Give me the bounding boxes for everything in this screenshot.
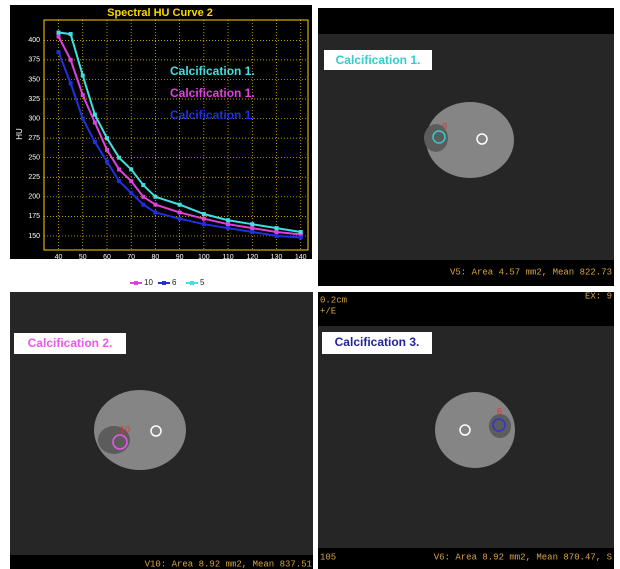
panel-label: Calcification 3. — [335, 335, 420, 349]
legend-label: 10 — [144, 278, 153, 287]
data-point — [250, 222, 254, 226]
data-point — [57, 31, 61, 35]
panel-label: Calcification 2. — [28, 336, 113, 350]
annotation: Calcification 1. — [170, 64, 255, 78]
data-point — [117, 156, 121, 160]
data-point — [69, 32, 73, 36]
data-point — [250, 230, 254, 234]
legend-swatch — [162, 281, 166, 285]
x-tick-label: 40 — [55, 254, 63, 261]
data-point — [299, 230, 303, 234]
data-point — [153, 195, 157, 199]
data-point — [105, 148, 109, 152]
x-tick-label: 140 — [295, 254, 307, 261]
y-tick-label: 250 — [28, 155, 40, 162]
overlay-text: 0.2cm — [320, 295, 347, 305]
legend-label: 5 — [200, 278, 205, 287]
data-point — [57, 34, 61, 38]
data-point — [202, 212, 206, 216]
data-point — [57, 50, 61, 54]
roi-id: 6 — [497, 406, 502, 416]
data-point — [93, 120, 97, 124]
roi-id: 10 — [120, 424, 130, 434]
data-point — [129, 179, 133, 183]
x-tick-label: 50 — [79, 254, 87, 261]
x-tick-label: 80 — [152, 254, 160, 261]
x-tick-label: 130 — [271, 254, 283, 261]
legend-swatch — [190, 281, 194, 285]
x-tick-label: 60 — [103, 254, 111, 261]
overlay-text: 105 — [320, 552, 336, 562]
x-tick-label: 70 — [127, 254, 135, 261]
legend-swatch — [134, 281, 138, 285]
data-point — [250, 226, 254, 230]
data-point — [299, 235, 303, 239]
x-tick-label: 100 — [198, 254, 210, 261]
data-point — [275, 230, 279, 234]
data-point — [226, 226, 230, 230]
annotation: Calcification 1. — [170, 108, 255, 122]
data-point — [141, 195, 145, 199]
data-point — [93, 140, 97, 144]
x-tick-label: 90 — [176, 254, 184, 261]
x-tick-label: 120 — [246, 254, 258, 261]
y-tick-label: 325 — [28, 96, 40, 103]
data-point — [117, 179, 121, 183]
roi-stats: V5: Area 4.57 mm2, Mean 822.73 — [450, 267, 612, 277]
figure: Spectral HU Curve 2 HU keV 150 175 200 225 2… — [0, 0, 620, 569]
data-point — [275, 226, 279, 230]
data-point — [81, 93, 85, 97]
x-tick-label: 110 — [222, 254, 233, 261]
y-tick-label: 375 — [28, 57, 40, 64]
data-point — [105, 136, 109, 140]
data-point — [178, 210, 182, 214]
legend-label: 6 — [172, 278, 177, 287]
data-point — [141, 183, 145, 187]
y-axis-label: HU — [15, 128, 24, 140]
chart-title: Spectral HU Curve 2 — [107, 7, 213, 19]
y-tick-label: 400 — [28, 37, 40, 44]
data-point — [141, 203, 145, 207]
ct-band — [318, 292, 614, 326]
y-tick-label: 275 — [28, 135, 40, 142]
y-tick-label: 175 — [28, 213, 40, 220]
x-axis-label: keV — [171, 261, 185, 270]
data-point — [275, 234, 279, 238]
data-point — [202, 217, 206, 221]
data-point — [69, 81, 73, 85]
roi-stats: V6: Area 8.92 mm2, Mean 870.47, S — [434, 552, 612, 562]
data-point — [153, 210, 157, 214]
data-point — [81, 74, 85, 78]
data-point — [153, 203, 157, 207]
data-point — [226, 218, 230, 222]
data-point — [178, 203, 182, 207]
y-tick-label: 350 — [28, 76, 40, 83]
ct-band — [318, 8, 614, 34]
data-point — [129, 167, 133, 171]
y-tick-label: 225 — [28, 174, 40, 181]
y-tick-label: 200 — [28, 194, 40, 201]
data-point — [226, 222, 230, 226]
data-point — [81, 117, 85, 121]
overlay-text: +/E — [320, 306, 336, 316]
data-point — [202, 222, 206, 226]
roi-id: 9 — [442, 121, 447, 131]
data-point — [129, 191, 133, 195]
chart-panel — [10, 5, 312, 259]
data-point — [93, 113, 97, 117]
overlay-text: EX: 9 — [585, 291, 612, 301]
roi-stats: V10: Area 8.92 mm2, Mean 837.51 — [145, 559, 312, 569]
y-tick-label: 150 — [28, 233, 40, 240]
data-point — [117, 167, 121, 171]
data-point — [178, 217, 182, 221]
data-point — [69, 58, 73, 62]
ct-insert — [489, 414, 511, 438]
annotation: Calcification 1. — [170, 86, 255, 100]
data-point — [105, 160, 109, 164]
y-tick-label: 300 — [28, 115, 40, 122]
panel-label: Calcification 1. — [336, 53, 421, 67]
